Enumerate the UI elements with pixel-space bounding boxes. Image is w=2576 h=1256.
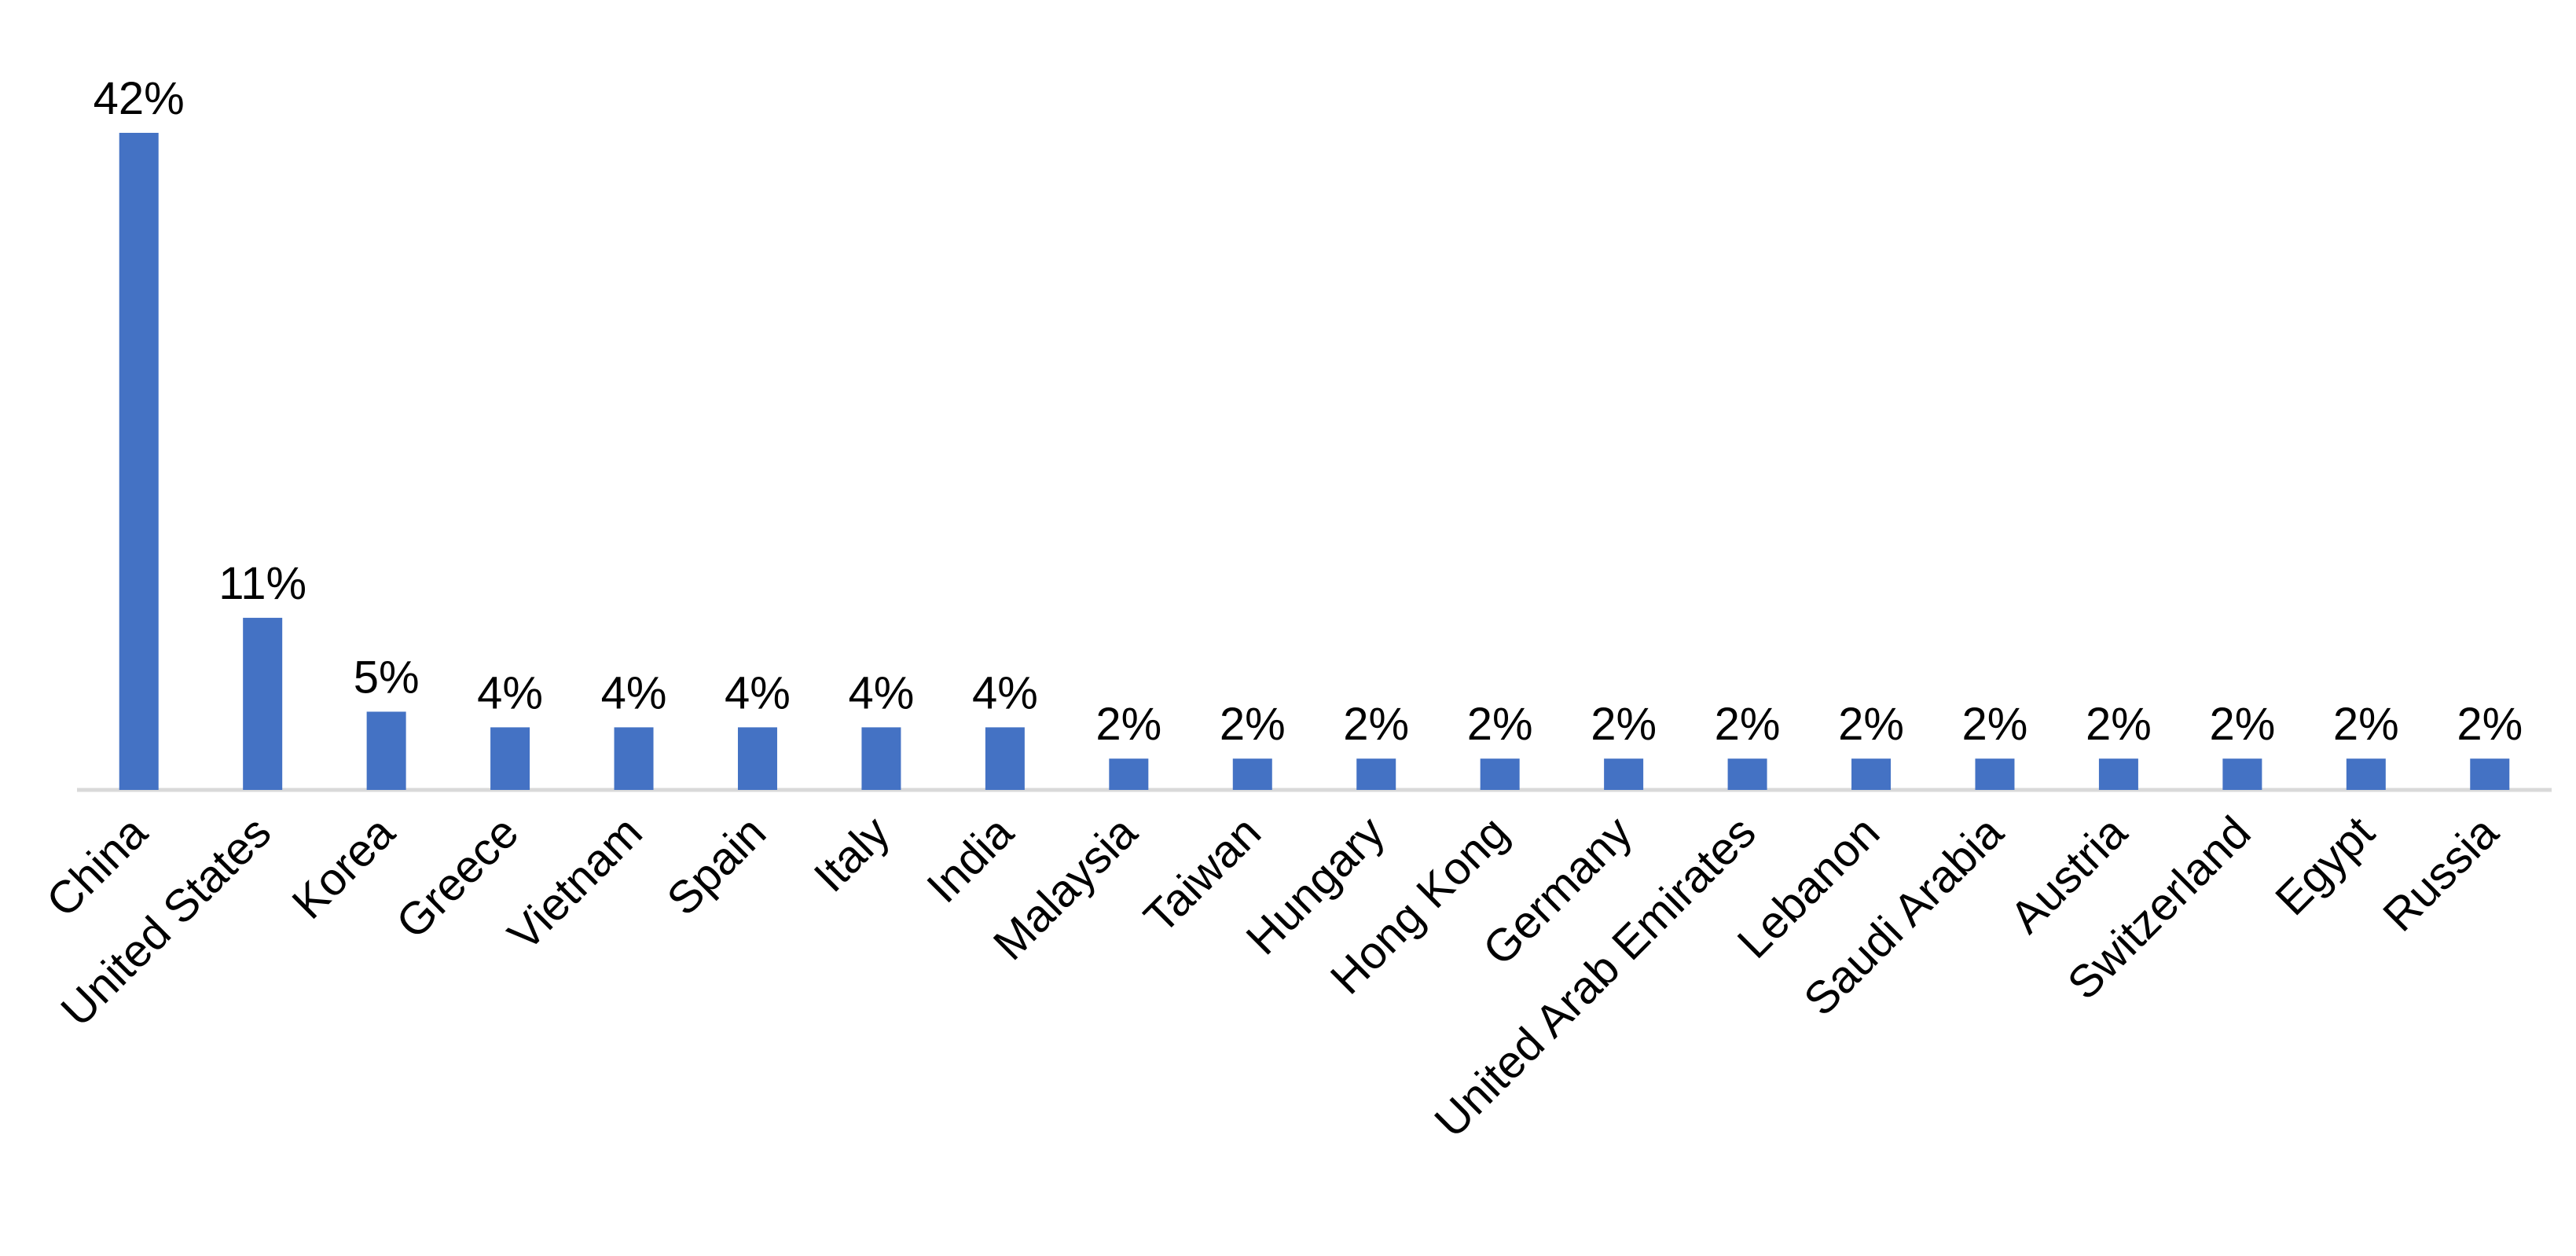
data-label: 4% bbox=[725, 667, 791, 718]
data-label: 4% bbox=[477, 667, 543, 718]
bar bbox=[1232, 758, 1272, 790]
data-label: 4% bbox=[849, 667, 915, 718]
x-tick-label: Russia bbox=[2373, 806, 2508, 942]
data-label: 2% bbox=[1095, 699, 1161, 750]
x-tick-label: Vietnam bbox=[498, 806, 652, 960]
bar bbox=[1356, 758, 1396, 790]
x-tick-label: Korea bbox=[282, 806, 405, 929]
x-tick-label: Spain bbox=[657, 806, 776, 925]
bar bbox=[737, 727, 777, 790]
bar bbox=[2470, 758, 2510, 790]
data-label: 2% bbox=[1220, 699, 1286, 750]
data-label: 2% bbox=[1591, 699, 1657, 750]
data-label: 2% bbox=[1467, 699, 1533, 750]
bar bbox=[614, 727, 654, 790]
x-tick-label: China bbox=[37, 806, 158, 927]
bar bbox=[2222, 758, 2262, 790]
bar bbox=[490, 727, 530, 790]
bar bbox=[1109, 758, 1149, 790]
data-label: 2% bbox=[1838, 699, 1904, 750]
data-label: 11% bbox=[218, 558, 306, 609]
bar bbox=[366, 711, 406, 790]
data-label: 2% bbox=[2457, 699, 2523, 750]
bar bbox=[985, 727, 1025, 790]
data-label: 4% bbox=[601, 667, 667, 718]
data-label: 2% bbox=[1715, 699, 1781, 750]
bar bbox=[861, 727, 901, 790]
x-tick-label: India bbox=[917, 806, 1023, 913]
bar bbox=[243, 618, 283, 790]
bar bbox=[2098, 758, 2138, 790]
data-label: 2% bbox=[1962, 699, 2028, 750]
data-label: 42% bbox=[94, 73, 185, 124]
bar bbox=[1851, 758, 1892, 790]
x-tick-label: Egypt bbox=[2266, 806, 2384, 925]
bar bbox=[1975, 758, 2015, 790]
data-label: 5% bbox=[354, 652, 420, 703]
data-label: 2% bbox=[2333, 699, 2399, 750]
bar bbox=[1480, 758, 1520, 790]
bar bbox=[2346, 758, 2386, 790]
bar bbox=[1604, 758, 1644, 790]
bar bbox=[119, 133, 159, 790]
x-tick-label: Italy bbox=[804, 806, 899, 902]
data-label: 2% bbox=[1343, 699, 1409, 750]
data-label: 2% bbox=[2209, 699, 2275, 750]
bar bbox=[1727, 758, 1767, 790]
data-label: 2% bbox=[2086, 699, 2152, 750]
data-label: 4% bbox=[972, 667, 1038, 718]
